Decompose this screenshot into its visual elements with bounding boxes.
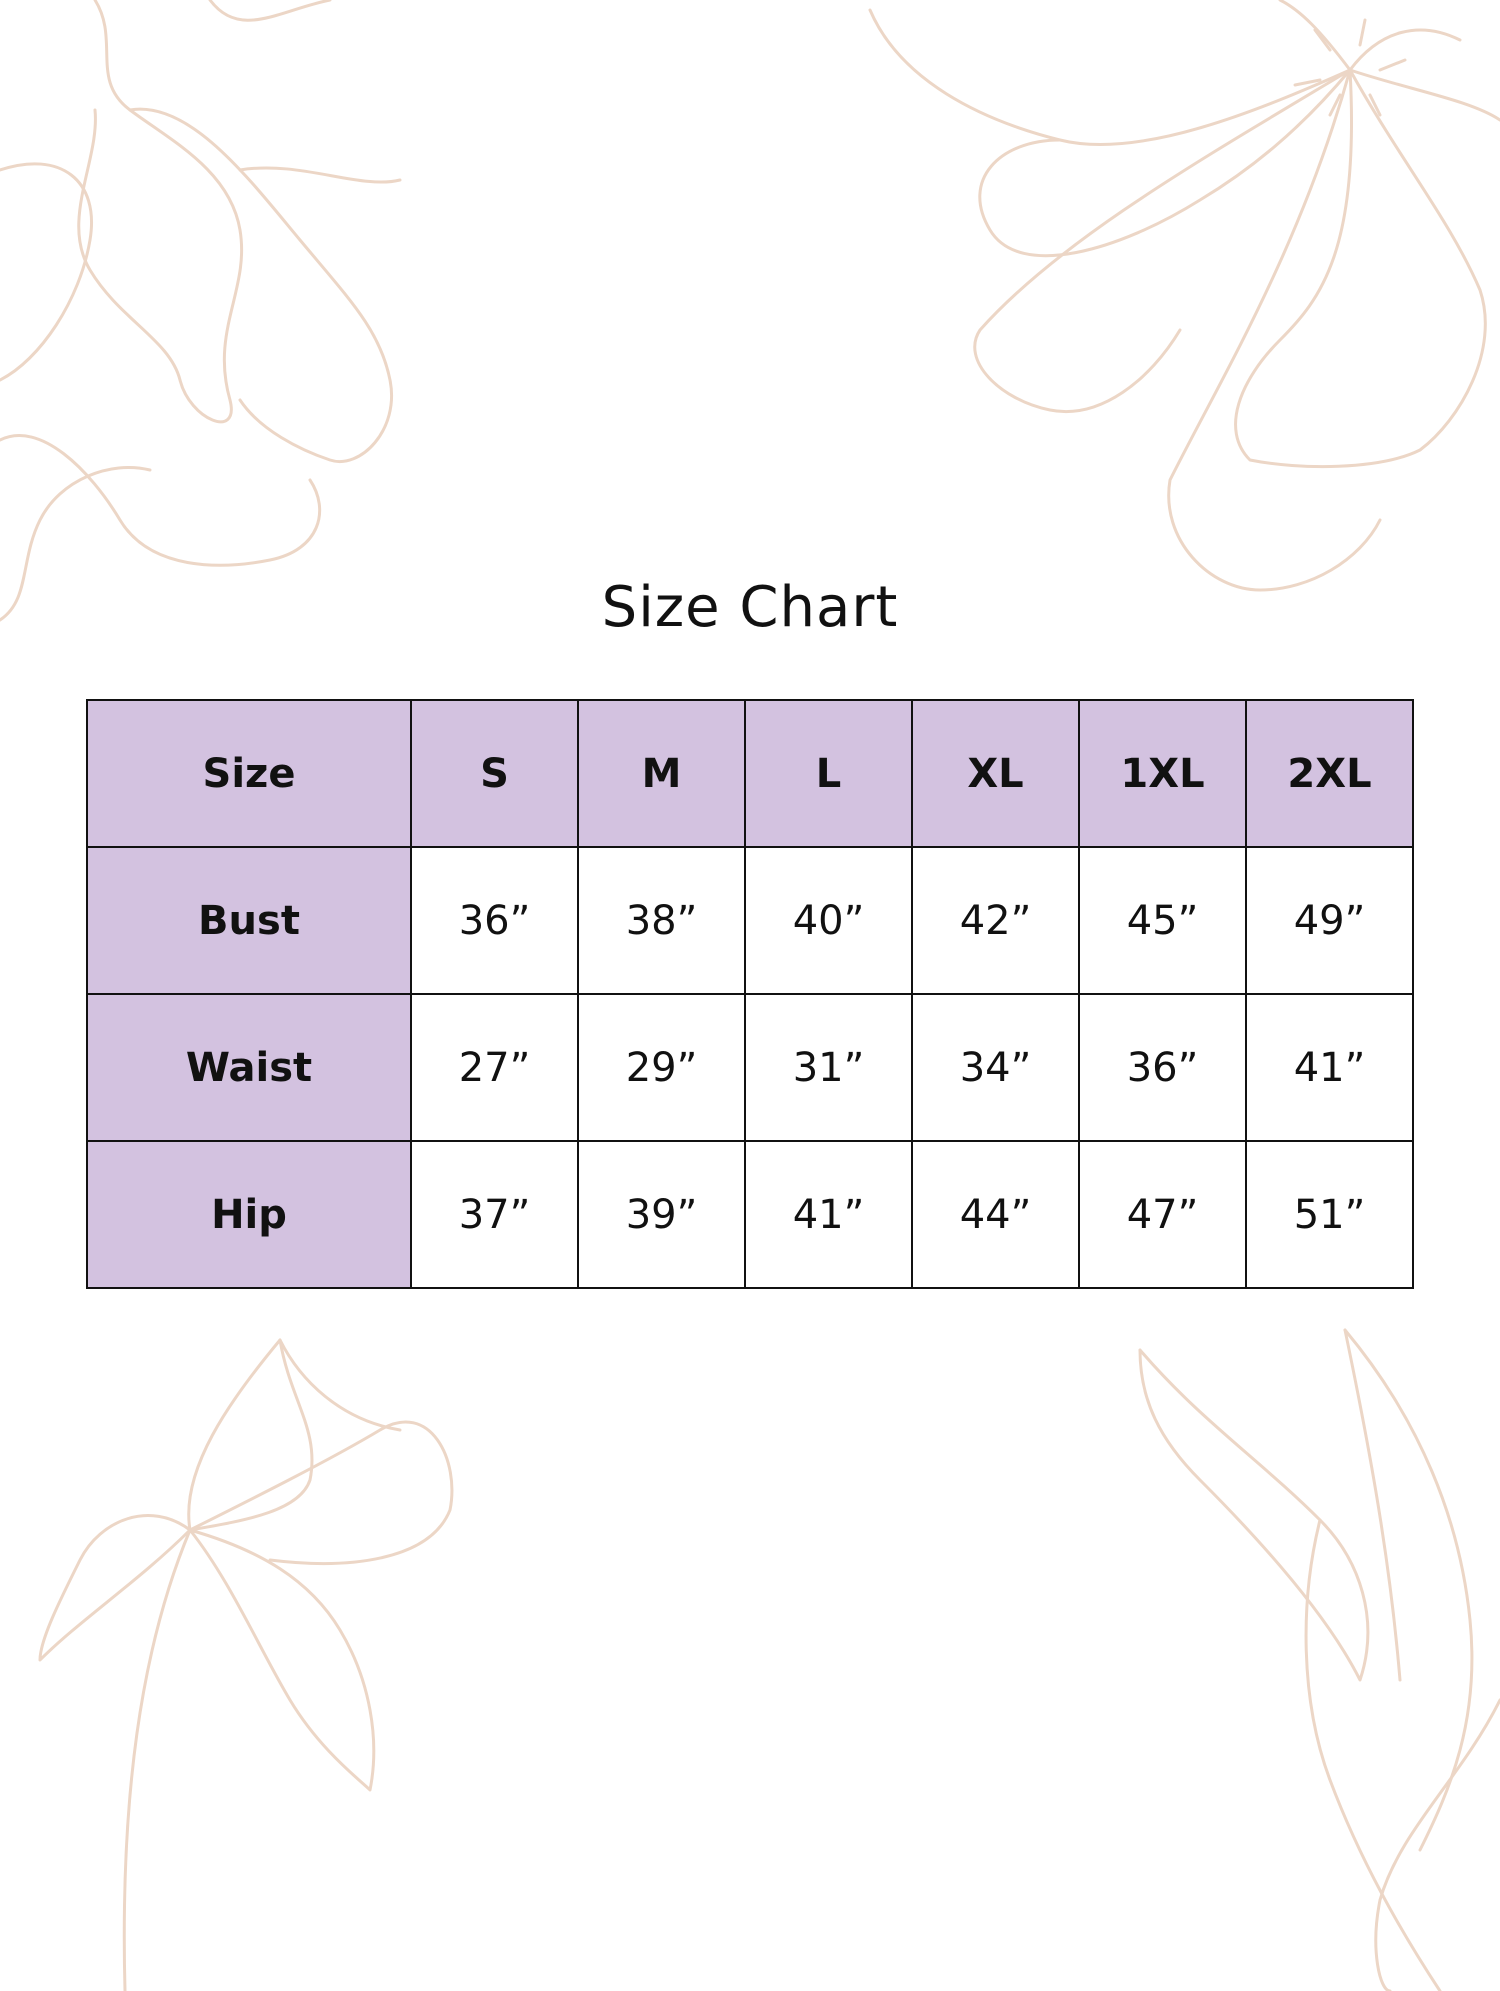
row-label: Waist — [86, 993, 412, 1142]
page-title: Size Chart — [601, 575, 899, 640]
size-chart-table: Size S M L XL 1XL 2XL Bust 36” 38” 40” 4… — [86, 699, 1414, 1289]
table-row: Bust 36” 38” 40” 42” 45” 49” — [86, 846, 1414, 995]
row-label: Hip — [86, 1140, 412, 1289]
table-cell: 36” — [1078, 993, 1247, 1142]
table-cell: 44” — [911, 1140, 1080, 1289]
table-cell: 37” — [410, 1140, 579, 1289]
flower-bottom-right — [1138, 1328, 1500, 1991]
flower-top-left — [0, 0, 402, 622]
table-cell: 34” — [911, 993, 1080, 1142]
table-cell: 41” — [744, 1140, 913, 1289]
flower-bottom-left — [38, 1338, 454, 1991]
table-cell: 41” — [1245, 993, 1414, 1142]
flower-top-right — [868, 0, 1500, 592]
header-cell: Size — [86, 699, 412, 848]
table-cell: 40” — [744, 846, 913, 995]
table-cell: 45” — [1078, 846, 1247, 995]
table-row: Waist 27” 29” 31” 34” 36” 41” — [86, 993, 1414, 1142]
header-cell: 1XL — [1078, 699, 1247, 848]
header-cell: L — [744, 699, 913, 848]
table-cell: 38” — [577, 846, 746, 995]
header-cell: M — [577, 699, 746, 848]
table-cell: 51” — [1245, 1140, 1414, 1289]
table-cell: 47” — [1078, 1140, 1247, 1289]
row-label: Bust — [86, 846, 412, 995]
table-row: Hip 37” 39” 41” 44” 47” 51” — [86, 1140, 1414, 1289]
table-cell: 39” — [577, 1140, 746, 1289]
table-cell: 49” — [1245, 846, 1414, 995]
table-cell: 29” — [577, 993, 746, 1142]
table-cell: 27” — [410, 993, 579, 1142]
table-header-row: Size S M L XL 1XL 2XL — [86, 699, 1414, 848]
table-cell: 42” — [911, 846, 1080, 995]
table-cell: 36” — [410, 846, 579, 995]
header-cell: XL — [911, 699, 1080, 848]
header-cell: 2XL — [1245, 699, 1414, 848]
header-cell: S — [410, 699, 579, 848]
table-cell: 31” — [744, 993, 913, 1142]
